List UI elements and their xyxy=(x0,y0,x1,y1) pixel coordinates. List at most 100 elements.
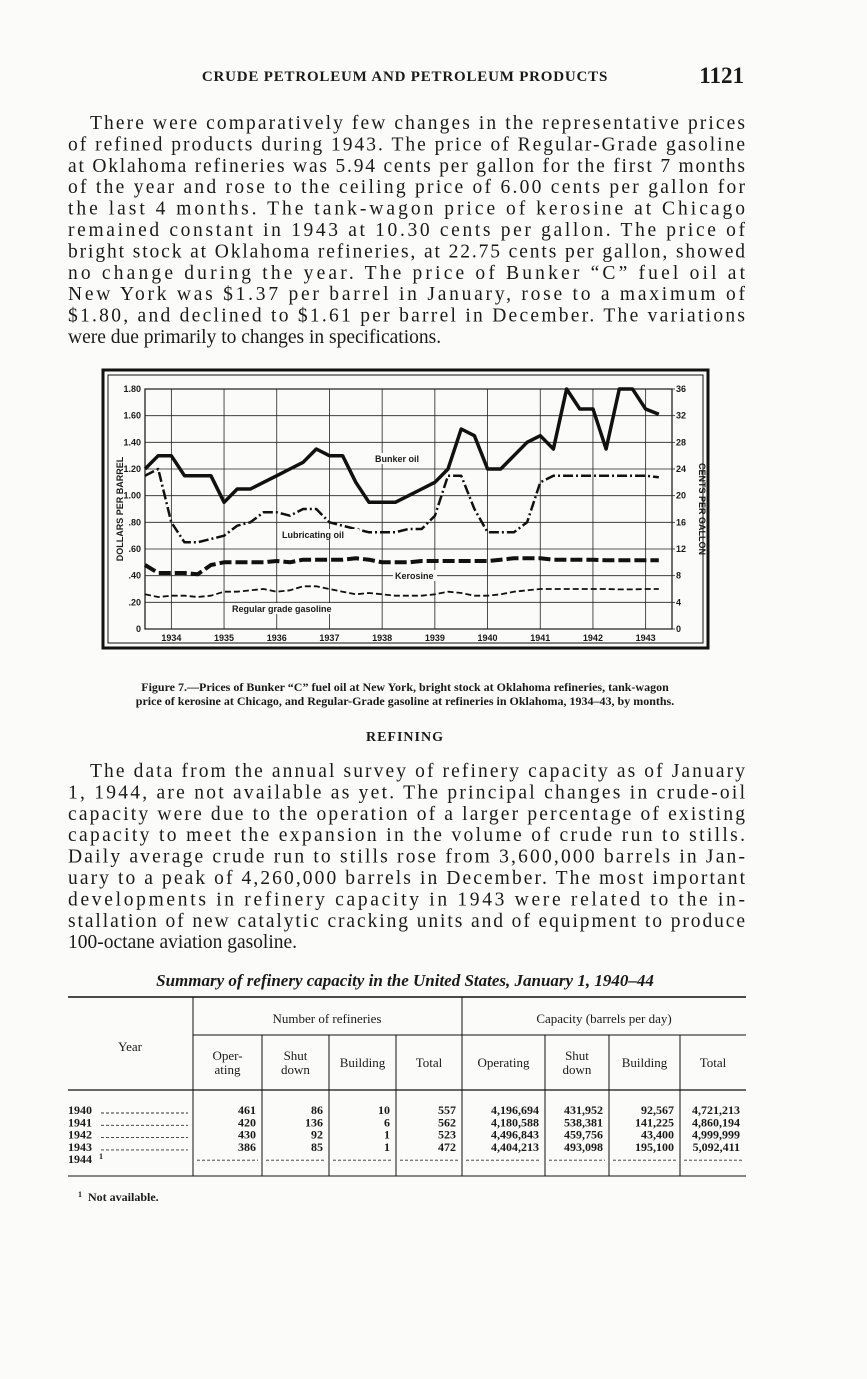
y2-tick-label: 28 xyxy=(676,437,686,447)
table-cell: 92,567 xyxy=(641,1103,674,1117)
table-row-year: 1940 xyxy=(68,1103,92,1117)
figure-inner-frame xyxy=(107,374,704,644)
paragraph-line: stallation of new catalytic cracking uni… xyxy=(68,911,745,932)
paragraph-line: developments in refinery capacity in 194… xyxy=(68,889,745,910)
y-tick-label: .40 xyxy=(128,571,141,581)
series-label: Lubricating oil xyxy=(282,530,344,540)
paragraph-line: New York was $1.37 per barrel in January… xyxy=(68,284,746,305)
table-cell: 459,756 xyxy=(564,1128,603,1142)
y2-tick-label: 8 xyxy=(676,571,681,581)
series-label: Bunker oil xyxy=(375,454,419,464)
paragraph-line: 100-octane aviation gasoline. xyxy=(68,932,297,953)
table-cell: 562 xyxy=(438,1115,456,1129)
paragraph-line: remained constant in 1943 at 10.30 cents… xyxy=(68,220,746,241)
y2-axis-title: CENTS PER GALLON xyxy=(697,463,707,555)
table-cell: 4,196,694 xyxy=(491,1103,539,1117)
y-tick-label: .20 xyxy=(128,597,141,607)
paragraph-line: of refined products during 1943. The pri… xyxy=(68,134,745,155)
table-cell: 386 xyxy=(238,1140,256,1154)
figure-caption: Figure 7.—Prices of Bunker “C” fuel oil … xyxy=(141,680,669,694)
table-column-header: down xyxy=(281,1062,310,1077)
y-tick-label: 1.20 xyxy=(123,464,141,474)
series-label: Regular grade gasoline xyxy=(232,604,332,614)
table-cell: 141,225 xyxy=(635,1115,674,1129)
paragraph-line: no change during the year. The price of … xyxy=(68,263,746,284)
series-line xyxy=(144,467,659,544)
paragraph-line: were due primarily to changes in specifi… xyxy=(68,327,441,348)
y2-tick-label: 36 xyxy=(676,384,686,394)
table-row-year: 1941 xyxy=(68,1115,92,1129)
paragraph-line: capacity to meet the expansion in the vo… xyxy=(68,825,745,846)
x-tick-label: 1934 xyxy=(161,633,181,643)
table-cell: 461 xyxy=(238,1103,256,1117)
table-cell: 43,400 xyxy=(641,1128,674,1142)
table-cell: 557 xyxy=(438,1103,456,1117)
series-label-bg xyxy=(280,529,359,540)
table-row-year: 1944 xyxy=(68,1152,92,1166)
x-tick-label: 1937 xyxy=(319,633,339,643)
series-label-bg xyxy=(373,453,427,464)
table-stub-header: Year xyxy=(118,1039,143,1054)
y-tick-label: 1.80 xyxy=(123,384,141,394)
table-group-header: Number of refineries xyxy=(272,1011,381,1026)
x-tick-label: 1943 xyxy=(636,633,656,643)
footnote-ref: 1 xyxy=(99,1152,103,1161)
table-cell: 420 xyxy=(238,1115,256,1129)
table-cell: 85 xyxy=(311,1140,323,1154)
table-cell: 92 xyxy=(311,1128,323,1142)
y-tick-label: 1.40 xyxy=(123,437,141,447)
series-line xyxy=(143,556,659,577)
y-tick-label: 1.60 xyxy=(123,411,141,421)
table-cell: 4,180,588 xyxy=(491,1115,539,1129)
x-tick-label: 1942 xyxy=(583,633,603,643)
y-tick-label: .80 xyxy=(128,517,141,527)
y-axis-title: DOLLARS PER BARREL xyxy=(115,456,125,561)
paragraph-line: the last 4 months. The tank-wagon price … xyxy=(68,199,745,220)
series-line xyxy=(144,585,659,598)
table-column-header: ating xyxy=(215,1062,241,1077)
paragraph-line: at Oklahoma refineries was 5.94 cents pe… xyxy=(68,156,745,177)
series-label-bg xyxy=(230,603,344,614)
table-cell: 4,860,194 xyxy=(692,1115,740,1129)
page-number: 1121 xyxy=(699,63,744,88)
table-cell: 136 xyxy=(305,1115,323,1129)
footnote-text: Not available. xyxy=(88,1190,159,1204)
x-tick-label: 1940 xyxy=(478,633,498,643)
table-column-header: Building xyxy=(340,1055,386,1070)
y2-tick-label: 32 xyxy=(676,411,686,421)
paragraph-line: Daily average crude run to stills rose f… xyxy=(68,847,745,868)
series-line xyxy=(143,387,660,505)
table-column-header: Operating xyxy=(478,1055,530,1070)
table-column-header: Oper- xyxy=(212,1048,242,1063)
table-cell: 4,496,843 xyxy=(491,1128,539,1142)
paragraph-line: $1.80, and declined to $1.61 per barrel … xyxy=(68,306,745,327)
series-label-bg xyxy=(393,570,437,581)
y-tick-label: 1.00 xyxy=(123,491,141,501)
table-cell: 472 xyxy=(438,1140,456,1154)
table-row-year: 1943 xyxy=(68,1140,92,1154)
footnote-mark: 1 xyxy=(78,1190,82,1199)
table-column-header: Shut xyxy=(565,1048,589,1063)
table-cell: 195,100 xyxy=(635,1140,674,1154)
y2-tick-label: 0 xyxy=(676,624,681,634)
x-tick-label: 1939 xyxy=(425,633,445,643)
table-cell: 538,381 xyxy=(564,1115,603,1129)
table-cell: 4,999,999 xyxy=(692,1128,740,1142)
table-cell: 10 xyxy=(378,1103,390,1117)
table-column-header: down xyxy=(563,1062,592,1077)
table-cell: 4,404,213 xyxy=(491,1140,539,1154)
table-column-header: Total xyxy=(416,1055,443,1070)
y2-tick-label: 12 xyxy=(676,544,686,554)
table-cell: 523 xyxy=(438,1128,456,1142)
running-title: CRUDE PETROLEUM AND PETROLEUM PRODUCTS xyxy=(202,69,608,85)
paragraph-line: There were comparatively few changes in … xyxy=(90,113,745,134)
y-tick-label: 0 xyxy=(136,624,141,634)
y-tick-label: .60 xyxy=(128,544,141,554)
x-tick-label: 1936 xyxy=(267,633,287,643)
figure-frame xyxy=(101,368,710,650)
table-cell: 431,952 xyxy=(564,1103,603,1117)
table-cell: 1 xyxy=(384,1128,390,1142)
paragraph-line: bright stock at Oklahoma refineries, at … xyxy=(68,241,745,262)
